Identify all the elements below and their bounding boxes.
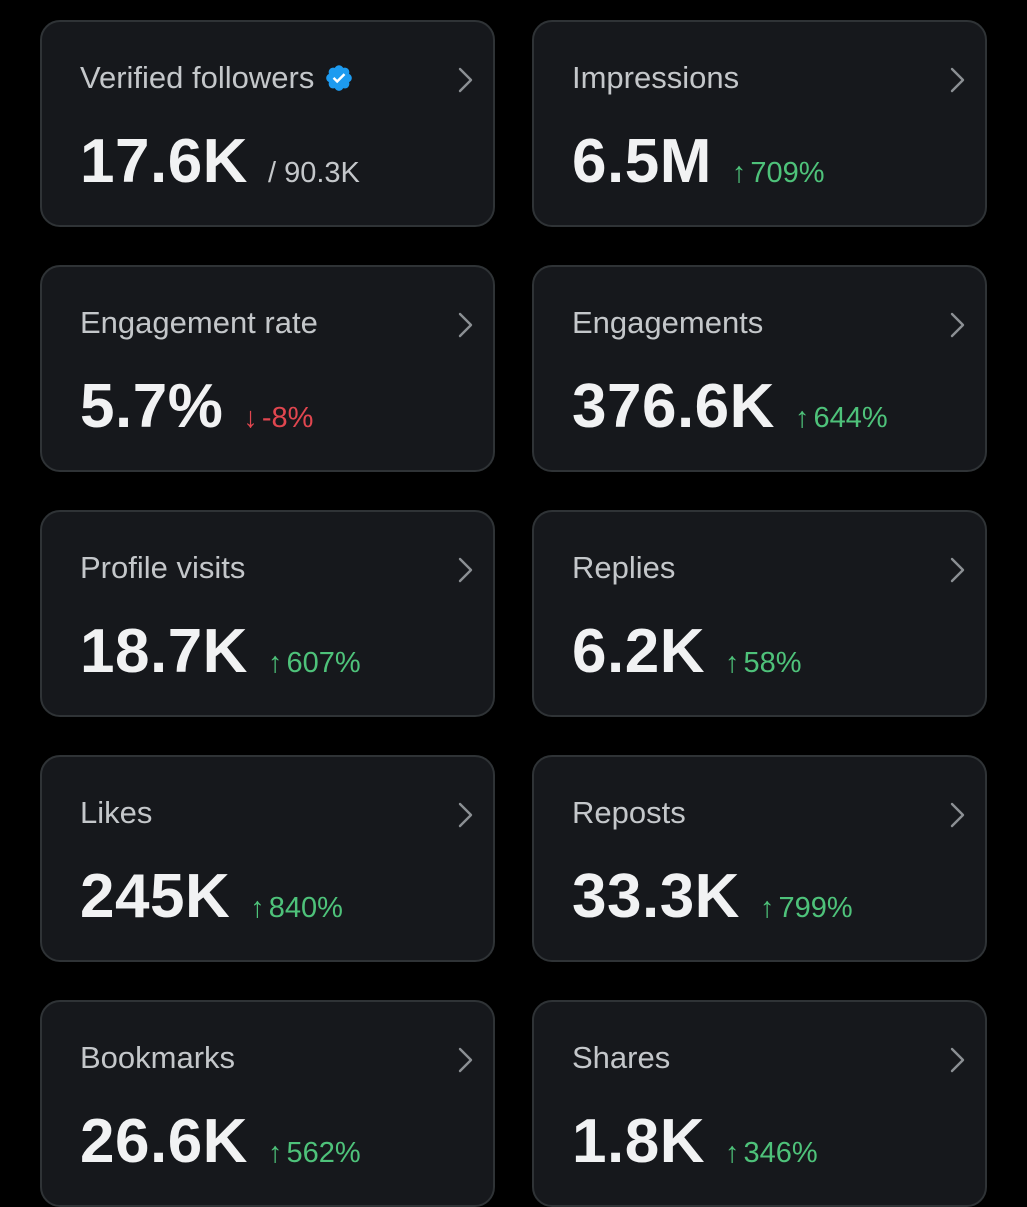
chevron-right-icon	[458, 67, 473, 93]
card-title-label: Reposts	[572, 795, 686, 830]
arrow-up-icon: ↑	[724, 1137, 740, 1169]
chevron-right-icon	[950, 312, 965, 338]
value-row: 245K ↑ 840%	[80, 861, 343, 932]
metric-value: 1.8K	[572, 1107, 705, 1176]
card-title: Reposts	[572, 795, 686, 831]
card-title-label: Replies	[572, 550, 676, 585]
value-row: 26.6K ↑ 562%	[80, 1106, 361, 1177]
arrow-up-icon: ↑	[267, 1137, 283, 1169]
value-row: 376.6K ↑ 644%	[572, 371, 888, 442]
change-value: 644%	[813, 402, 888, 434]
value-row: 5.7% ↓ -8%	[80, 371, 313, 442]
metric-value: 18.7K	[80, 617, 248, 686]
card-verified-followers[interactable]: Verified followers 17.6K / 90.3K	[40, 20, 495, 227]
change-value: 799%	[778, 892, 853, 924]
chevron-right-icon	[458, 1047, 473, 1073]
card-title: Likes	[80, 795, 152, 831]
card-title: Impressions	[572, 60, 739, 96]
arrow-up-icon: ↑	[724, 647, 740, 679]
change-value: 58%	[743, 647, 802, 679]
metric-change: ↑ 562%	[268, 1137, 361, 1170]
card-title-label: Impressions	[572, 60, 740, 95]
metric-change: ↓ -8%	[243, 402, 313, 435]
chevron-right-icon	[458, 802, 473, 828]
card-title: Engagement rate	[80, 305, 318, 341]
card-title: Engagements	[572, 305, 763, 341]
metric-value: 245K	[80, 862, 231, 931]
arrow-up-icon: ↑	[794, 402, 810, 434]
metric-value: 5.7%	[80, 372, 224, 441]
verified-badge-icon	[326, 65, 353, 91]
metric-value: 376.6K	[572, 372, 775, 441]
metric-value: 6.2K	[572, 617, 705, 686]
change-value: 709%	[750, 157, 825, 189]
change-value: 346%	[743, 1137, 818, 1169]
card-title-label: Profile visits	[80, 550, 246, 585]
card-title: Shares	[572, 1040, 670, 1076]
change-value: -8%	[261, 402, 314, 434]
card-title-label: Likes	[80, 795, 153, 830]
card-title: Verified followers	[80, 60, 354, 96]
card-shares[interactable]: Shares 1.8K ↑ 346%	[532, 1000, 987, 1207]
metric-total: / 90.3K	[267, 157, 360, 189]
value-row: 18.7K ↑ 607%	[80, 616, 361, 687]
card-title-label: Engagements	[572, 305, 764, 340]
change-value: 607%	[286, 647, 361, 679]
metric-change: ↑ 607%	[268, 647, 361, 680]
card-title: Bookmarks	[80, 1040, 235, 1076]
metric-value: 26.6K	[80, 1107, 248, 1176]
metric-change: ↑ 799%	[760, 892, 853, 925]
metric-value: 6.5M	[572, 127, 712, 196]
metric-change: ↑ 644%	[795, 402, 888, 435]
card-title-label: Shares	[572, 1040, 671, 1075]
metrics-grid: Verified followers 17.6K / 90.3K Impress…	[40, 20, 987, 1207]
card-title: Profile visits	[80, 550, 245, 586]
value-row: 17.6K / 90.3K	[80, 126, 360, 197]
metric-change: ↑ 840%	[250, 892, 343, 925]
card-reposts[interactable]: Reposts 33.3K ↑ 799%	[532, 755, 987, 962]
card-title-label: Verified followers	[80, 60, 315, 95]
card-profile-visits[interactable]: Profile visits 18.7K ↑ 607%	[40, 510, 495, 717]
chevron-right-icon	[458, 557, 473, 583]
value-row: 6.2K ↑ 58%	[572, 616, 802, 687]
value-row: 1.8K ↑ 346%	[572, 1106, 818, 1177]
card-engagement-rate[interactable]: Engagement rate 5.7% ↓ -8%	[40, 265, 495, 472]
chevron-right-icon	[950, 1047, 965, 1073]
value-row: 6.5M ↑ 709%	[572, 126, 825, 197]
card-title: Replies	[572, 550, 675, 586]
metric-change: ↑ 709%	[732, 157, 825, 190]
arrow-up-icon: ↑	[267, 647, 283, 679]
metric-change: ↑ 58%	[725, 647, 802, 680]
card-replies[interactable]: Replies 6.2K ↑ 58%	[532, 510, 987, 717]
change-value: 840%	[268, 892, 343, 924]
metric-value: 17.6K	[80, 127, 248, 196]
metric-value: 33.3K	[572, 862, 740, 931]
card-title-label: Bookmarks	[80, 1040, 236, 1075]
arrow-down-icon: ↓	[243, 402, 258, 434]
chevron-right-icon	[950, 557, 965, 583]
card-likes[interactable]: Likes 245K ↑ 840%	[40, 755, 495, 962]
chevron-right-icon	[950, 67, 965, 93]
card-engagements[interactable]: Engagements 376.6K ↑ 644%	[532, 265, 987, 472]
value-row: 33.3K ↑ 799%	[572, 861, 853, 932]
arrow-up-icon: ↑	[759, 892, 775, 924]
card-title-label: Engagement rate	[80, 305, 318, 340]
change-value: 562%	[286, 1137, 361, 1169]
arrow-up-icon: ↑	[731, 157, 747, 189]
chevron-right-icon	[950, 802, 965, 828]
arrow-up-icon: ↑	[250, 892, 265, 924]
card-bookmarks[interactable]: Bookmarks 26.6K ↑ 562%	[40, 1000, 495, 1207]
chevron-right-icon	[458, 312, 473, 338]
card-impressions[interactable]: Impressions 6.5M ↑ 709%	[532, 20, 987, 227]
metric-change: ↑ 346%	[725, 1137, 818, 1170]
